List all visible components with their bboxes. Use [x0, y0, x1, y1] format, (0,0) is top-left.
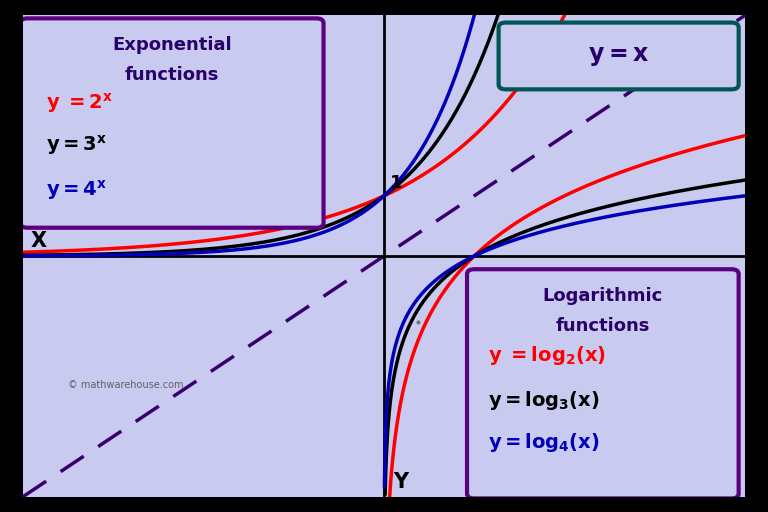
Text: 1: 1 — [481, 279, 493, 297]
Text: Logarithmic: Logarithmic — [542, 287, 663, 305]
Text: X: X — [30, 231, 46, 251]
Text: $\mathbf{y=log_3(x)}$: $\mathbf{y=log_3(x)}$ — [488, 389, 600, 412]
Text: © mathwarehouse.com: © mathwarehouse.com — [68, 380, 184, 390]
Text: $\mathbf{y=log_4(x)}$: $\mathbf{y=log_4(x)}$ — [488, 431, 600, 454]
FancyBboxPatch shape — [467, 269, 739, 499]
Text: $\mathbf{y\ =2^x}$: $\mathbf{y\ =2^x}$ — [45, 91, 113, 115]
FancyBboxPatch shape — [20, 18, 323, 228]
FancyBboxPatch shape — [498, 23, 739, 90]
Text: $\mathbf{y=3^x}$: $\mathbf{y=3^x}$ — [45, 133, 107, 157]
Text: Y: Y — [393, 472, 408, 492]
Text: $\mathbf{y=x}$: $\mathbf{y=x}$ — [588, 44, 649, 68]
Text: $\mathbf{y=4^x}$: $\mathbf{y=4^x}$ — [45, 178, 107, 202]
Text: 1: 1 — [390, 174, 403, 191]
Text: functions: functions — [124, 67, 219, 84]
Text: Exponential: Exponential — [112, 36, 232, 54]
Text: functions: functions — [555, 317, 650, 335]
Text: $\mathbf{y\ =log_2(x)}$: $\mathbf{y\ =log_2(x)}$ — [488, 344, 606, 367]
